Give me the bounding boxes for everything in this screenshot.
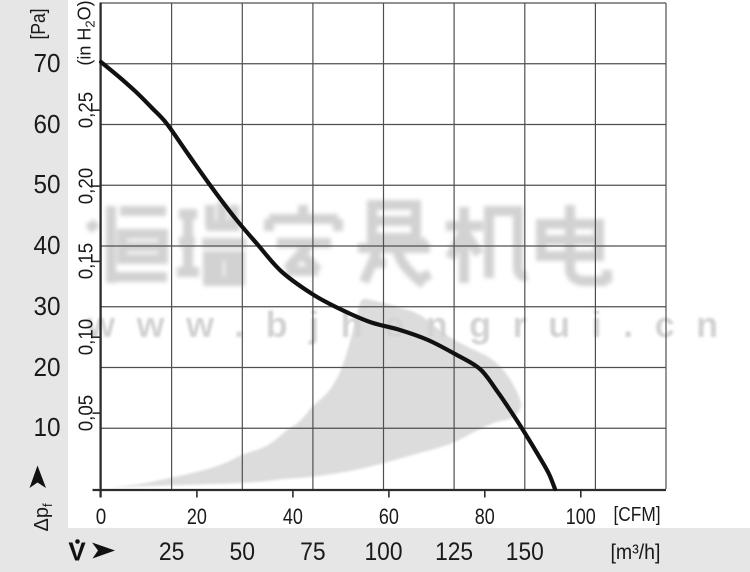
svg-text:[CFM]: [CFM]: [614, 503, 661, 526]
svg-text:50: 50: [34, 169, 61, 199]
svg-text:[Pa]: [Pa]: [28, 9, 50, 40]
svg-text:Δpf: Δpf: [31, 503, 55, 531]
svg-text:50: 50: [230, 538, 256, 566]
svg-text:www.bjhengrui.cn: www.bjhengrui.cn: [86, 304, 740, 345]
svg-text:0,05: 0,05: [76, 395, 98, 432]
svg-text:100: 100: [566, 504, 596, 529]
svg-text:40: 40: [283, 504, 303, 529]
svg-text:0,10: 0,10: [76, 319, 98, 356]
svg-text:20: 20: [187, 504, 207, 529]
svg-text:40: 40: [34, 230, 61, 260]
svg-text:(in H2O): (in H2O): [75, 0, 98, 65]
svg-text:150: 150: [506, 538, 544, 566]
svg-text:125: 125: [435, 538, 473, 566]
svg-text:0,20: 0,20: [76, 168, 98, 205]
svg-text:30: 30: [34, 291, 61, 321]
svg-text:20: 20: [34, 352, 61, 382]
svg-text:70: 70: [34, 48, 61, 78]
svg-text:0,25: 0,25: [76, 92, 98, 129]
svg-text:60: 60: [379, 504, 399, 529]
svg-text:75: 75: [300, 538, 326, 566]
svg-text:V: V: [68, 537, 86, 567]
svg-text:10: 10: [34, 412, 61, 442]
svg-text:0: 0: [96, 504, 107, 529]
svg-text:60: 60: [34, 109, 61, 139]
svg-text:100: 100: [365, 538, 403, 566]
svg-text:[m³/h]: [m³/h]: [611, 541, 661, 564]
svg-text:0,15: 0,15: [76, 243, 98, 280]
svg-text:25: 25: [159, 538, 185, 566]
svg-text:80: 80: [475, 504, 495, 529]
